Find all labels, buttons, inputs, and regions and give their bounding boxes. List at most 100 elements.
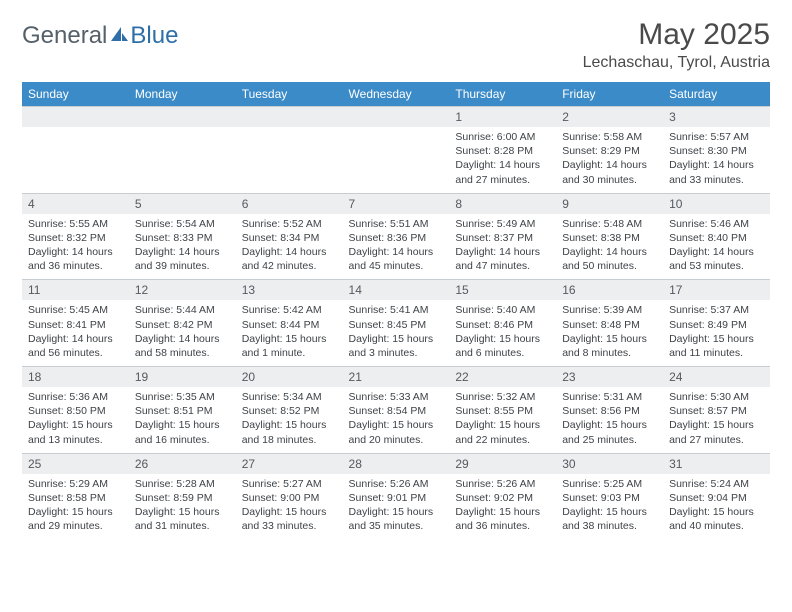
- day-cell: 7Sunrise: 5:51 AMSunset: 8:36 PMDaylight…: [343, 193, 450, 280]
- empty-daynum: [22, 107, 129, 127]
- day-cell: 10Sunrise: 5:46 AMSunset: 8:40 PMDayligh…: [663, 193, 770, 280]
- daylight-line: Daylight: 14 hours and 56 minutes.: [28, 332, 123, 360]
- sunrise-line: Sunrise: 5:46 AM: [669, 217, 764, 231]
- daylight-line: Daylight: 15 hours and 6 minutes.: [455, 332, 550, 360]
- day-number: 11: [22, 280, 129, 300]
- day-cell: 28Sunrise: 5:26 AMSunset: 9:01 PMDayligh…: [343, 453, 450, 539]
- logo-text-1: General: [22, 22, 107, 50]
- sunrise-line: Sunrise: 5:33 AM: [349, 390, 444, 404]
- day-cell: 21Sunrise: 5:33 AMSunset: 8:54 PMDayligh…: [343, 367, 450, 454]
- day-details: Sunrise: 5:32 AMSunset: 8:55 PMDaylight:…: [449, 387, 556, 453]
- weekday-header: Thursday: [449, 82, 556, 107]
- sunset-line: Sunset: 8:45 PM: [349, 318, 444, 332]
- day-number: 28: [343, 454, 450, 474]
- month-title: May 2025: [583, 18, 770, 52]
- sunrise-line: Sunrise: 5:39 AM: [562, 303, 657, 317]
- daylight-line: Daylight: 14 hours and 39 minutes.: [135, 245, 230, 273]
- day-cell: 8Sunrise: 5:49 AMSunset: 8:37 PMDaylight…: [449, 193, 556, 280]
- sunrise-line: Sunrise: 5:41 AM: [349, 303, 444, 317]
- day-details: Sunrise: 5:42 AMSunset: 8:44 PMDaylight:…: [236, 300, 343, 366]
- daylight-line: Daylight: 15 hours and 31 minutes.: [135, 505, 230, 533]
- sunrise-line: Sunrise: 5:34 AM: [242, 390, 337, 404]
- daylight-line: Daylight: 15 hours and 25 minutes.: [562, 418, 657, 446]
- empty-daynum: [343, 107, 450, 127]
- daylight-line: Daylight: 15 hours and 20 minutes.: [349, 418, 444, 446]
- day-cell: 19Sunrise: 5:35 AMSunset: 8:51 PMDayligh…: [129, 367, 236, 454]
- day-cell: 1 Sunrise: 6:00 AMSunset: 8:28 PMDaylight…: [449, 107, 556, 194]
- day-number: 1: [449, 107, 556, 127]
- day-number: 17: [663, 280, 770, 300]
- empty-content: [129, 127, 236, 187]
- logo: General Blue: [22, 18, 178, 50]
- logo-text-2: Blue: [130, 22, 178, 50]
- day-cell: 6Sunrise: 5:52 AMSunset: 8:34 PMDaylight…: [236, 193, 343, 280]
- sunset-line: Sunset: 8:42 PM: [135, 318, 230, 332]
- week-row: 11Sunrise: 5:45 AMSunset: 8:41 PMDayligh…: [22, 280, 770, 367]
- sail-icon: [109, 22, 129, 50]
- sunset-line: Sunset: 8:48 PM: [562, 318, 657, 332]
- sunrise-line: Sunrise: 5:35 AM: [135, 390, 230, 404]
- day-details: Sunrise: 5:30 AMSunset: 8:57 PMDaylight:…: [663, 387, 770, 453]
- day-number: 29: [449, 454, 556, 474]
- sunset-line: Sunset: 8:34 PM: [242, 231, 337, 245]
- day-cell: 29Sunrise: 5:26 AMSunset: 9:02 PMDayligh…: [449, 453, 556, 539]
- sunset-line: Sunset: 8:41 PM: [28, 318, 123, 332]
- sunrise-line: Sunrise: 5:58 AM: [562, 130, 657, 144]
- sunrise-line: Sunrise: 6:00 AM: [455, 130, 550, 144]
- daylight-line: Daylight: 15 hours and 35 minutes.: [349, 505, 444, 533]
- sunrise-line: Sunrise: 5:57 AM: [669, 130, 764, 144]
- sunrise-line: Sunrise: 5:51 AM: [349, 217, 444, 231]
- day-cell: [343, 107, 450, 194]
- day-cell: 20Sunrise: 5:34 AMSunset: 8:52 PMDayligh…: [236, 367, 343, 454]
- day-cell: 24Sunrise: 5:30 AMSunset: 8:57 PMDayligh…: [663, 367, 770, 454]
- sunset-line: Sunset: 8:30 PM: [669, 144, 764, 158]
- sunrise-line: Sunrise: 5:28 AM: [135, 477, 230, 491]
- weekday-header: Saturday: [663, 82, 770, 107]
- week-row: 4Sunrise: 5:55 AMSunset: 8:32 PMDaylight…: [22, 193, 770, 280]
- day-number: 13: [236, 280, 343, 300]
- week-row: 18Sunrise: 5:36 AMSunset: 8:50 PMDayligh…: [22, 367, 770, 454]
- day-details: Sunrise: 5:36 AMSunset: 8:50 PMDaylight:…: [22, 387, 129, 453]
- sunrise-line: Sunrise: 5:48 AM: [562, 217, 657, 231]
- sunset-line: Sunset: 8:59 PM: [135, 491, 230, 505]
- sunset-line: Sunset: 8:40 PM: [669, 231, 764, 245]
- weekday-header: Monday: [129, 82, 236, 107]
- daylight-line: Daylight: 14 hours and 27 minutes.: [455, 158, 550, 186]
- day-number: 18: [22, 367, 129, 387]
- day-cell: 12Sunrise: 5:44 AMSunset: 8:42 PMDayligh…: [129, 280, 236, 367]
- title-block: May 2025 Lechaschau, Tyrol, Austria: [583, 18, 770, 72]
- week-row: 1Sunrise: 6:00 AMSunset: 8:28 PMDaylight…: [22, 107, 770, 194]
- daylight-line: Daylight: 14 hours and 33 minutes.: [669, 158, 764, 186]
- day-number: 31: [663, 454, 770, 474]
- sunrise-line: Sunrise: 5:54 AM: [135, 217, 230, 231]
- day-details: Sunrise: 5:41 AMSunset: 8:45 PMDaylight:…: [343, 300, 450, 366]
- day-details: Sunrise: 5:35 AMSunset: 8:51 PMDaylight:…: [129, 387, 236, 453]
- calendar-table: SundayMondayTuesdayWednesdayThursdayFrid…: [22, 82, 770, 539]
- sunrise-line: Sunrise: 5:55 AM: [28, 217, 123, 231]
- day-details: Sunrise: 5:58 AMSunset: 8:29 PMDaylight:…: [556, 127, 663, 193]
- daylight-line: Daylight: 15 hours and 8 minutes.: [562, 332, 657, 360]
- empty-daynum: [129, 107, 236, 127]
- day-cell: 15Sunrise: 5:40 AMSunset: 8:46 PMDayligh…: [449, 280, 556, 367]
- day-number: 3: [663, 107, 770, 127]
- sunset-line: Sunset: 8:33 PM: [135, 231, 230, 245]
- daylight-line: Daylight: 15 hours and 22 minutes.: [455, 418, 550, 446]
- day-details: Sunrise: 5:24 AMSunset: 9:04 PMDaylight:…: [663, 474, 770, 540]
- day-number: 2: [556, 107, 663, 127]
- sunrise-line: Sunrise: 5:32 AM: [455, 390, 550, 404]
- sunset-line: Sunset: 8:28 PM: [455, 144, 550, 158]
- day-number: 7: [343, 194, 450, 214]
- weekday-header: Wednesday: [343, 82, 450, 107]
- sunset-line: Sunset: 9:04 PM: [669, 491, 764, 505]
- daylight-line: Daylight: 15 hours and 11 minutes.: [669, 332, 764, 360]
- day-cell: 17Sunrise: 5:37 AMSunset: 8:49 PMDayligh…: [663, 280, 770, 367]
- sunrise-line: Sunrise: 5:31 AM: [562, 390, 657, 404]
- daylight-line: Daylight: 15 hours and 13 minutes.: [28, 418, 123, 446]
- day-details: Sunrise: 5:48 AMSunset: 8:38 PMDaylight:…: [556, 214, 663, 280]
- calendar-head: SundayMondayTuesdayWednesdayThursdayFrid…: [22, 82, 770, 107]
- day-details: Sunrise: 5:27 AMSunset: 9:00 PMDaylight:…: [236, 474, 343, 540]
- day-number: 27: [236, 454, 343, 474]
- day-number: 30: [556, 454, 663, 474]
- sunset-line: Sunset: 9:02 PM: [455, 491, 550, 505]
- daylight-line: Daylight: 14 hours and 45 minutes.: [349, 245, 444, 273]
